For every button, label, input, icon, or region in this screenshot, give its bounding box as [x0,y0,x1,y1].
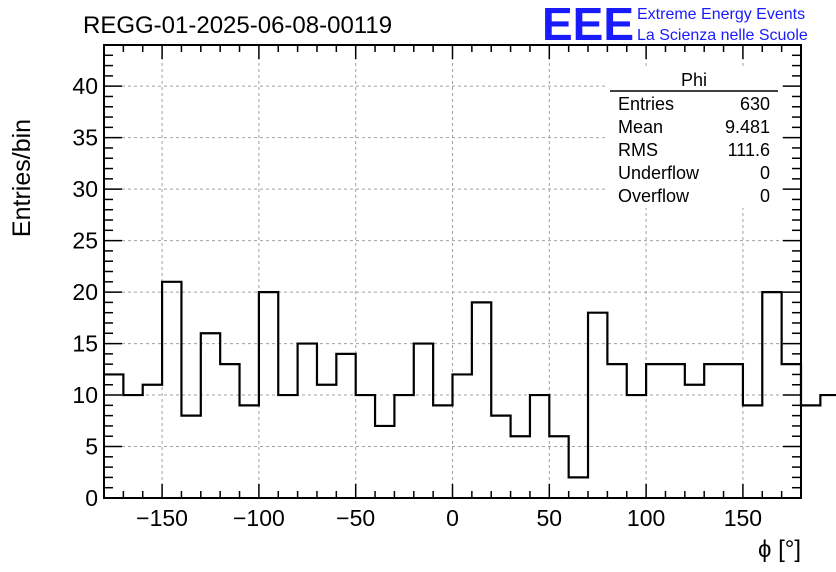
x-axis-label: ϕ [°] [758,536,801,563]
histogram-bin [801,405,820,498]
logo-line2: La Scienza nelle Scuole [637,27,808,44]
logo-eee-text: EEE [542,0,634,50]
x-tick-label: 0 [446,505,459,531]
stats-box-title: Phi [681,70,707,90]
eee-logo: EEE Extreme Energy Events La Scienza nel… [542,0,808,50]
stats-value-overflow: 0 [760,186,770,206]
logo-line1: Extreme Energy Events [637,6,805,23]
histogram-outline [104,280,836,479]
y-tick-label: 20 [72,279,98,305]
histogram-bin [143,385,162,498]
histogram-bin [278,395,297,498]
histogram-bin [298,344,317,498]
y-tick-label: 5 [85,434,98,460]
y-tick-label: 35 [72,125,98,151]
histogram-bin [453,374,472,498]
histogram-bin [162,282,181,498]
stats-label-mean: Mean [618,117,663,137]
histogram-layer [104,280,836,498]
histogram-bin [240,405,259,498]
y-tick-label: 15 [72,331,98,357]
stats-label-underflow: Underflow [618,163,700,183]
histogram-bin [220,364,239,498]
histogram-bin [665,364,684,498]
stats-label-entries: Entries [618,94,674,114]
y-tick-label: 40 [72,73,98,99]
histogram-bin [511,436,530,498]
chart-title: REGG-01-2025-06-08-00119 [83,12,392,39]
histogram-bin [201,333,220,498]
histogram-bin [607,364,626,498]
x-tick-label: −150 [136,505,188,531]
stats-label-overflow: Overflow [618,186,690,206]
histogram-bin [820,395,836,498]
histogram-bin [724,364,743,498]
histogram-bin [472,302,491,498]
stats-label-rms: RMS [618,140,658,160]
x-tick-label: −50 [336,505,375,531]
stats-value-entries: 630 [740,94,770,114]
x-tick-label: 100 [627,505,665,531]
stats-value-rms: 111.6 [728,140,770,160]
y-axis-label: Entries/bin [8,119,36,237]
histogram-bin [336,354,355,498]
histogram-bin [646,364,665,498]
histogram-bin [549,436,568,498]
stats-box: Phi Entries 630 Mean 9.481 RMS 111.6 Und… [608,68,780,208]
histogram-bin [685,385,704,498]
stats-value-underflow: 0 [760,163,770,183]
y-tick-label: 25 [72,228,98,254]
x-tick-label: 150 [724,505,762,531]
histogram-bin [433,405,452,498]
histogram-bin [491,416,510,498]
histogram-bin [181,416,200,498]
y-tick-label: 30 [72,176,98,202]
x-tick-label: 50 [537,505,563,531]
histogram-bin [317,385,336,498]
histogram-bin [569,477,588,498]
histogram-bin [414,344,433,498]
histogram-bin [627,395,646,498]
tick-layer: −150 −100 −50 0 50 100 150 0 5 10 15 20 25 30 35 40 [72,44,802,531]
y-tick-label: 10 [72,382,98,408]
histogram-bin [375,426,394,498]
stats-value-mean: 9.481 [725,117,770,137]
histogram-bin [588,313,607,498]
histogram-bin [704,364,723,498]
y-tick-label: 0 [85,485,98,511]
x-tick-label: −100 [233,505,285,531]
histogram-bin [123,395,142,498]
histogram-bin [743,405,762,498]
